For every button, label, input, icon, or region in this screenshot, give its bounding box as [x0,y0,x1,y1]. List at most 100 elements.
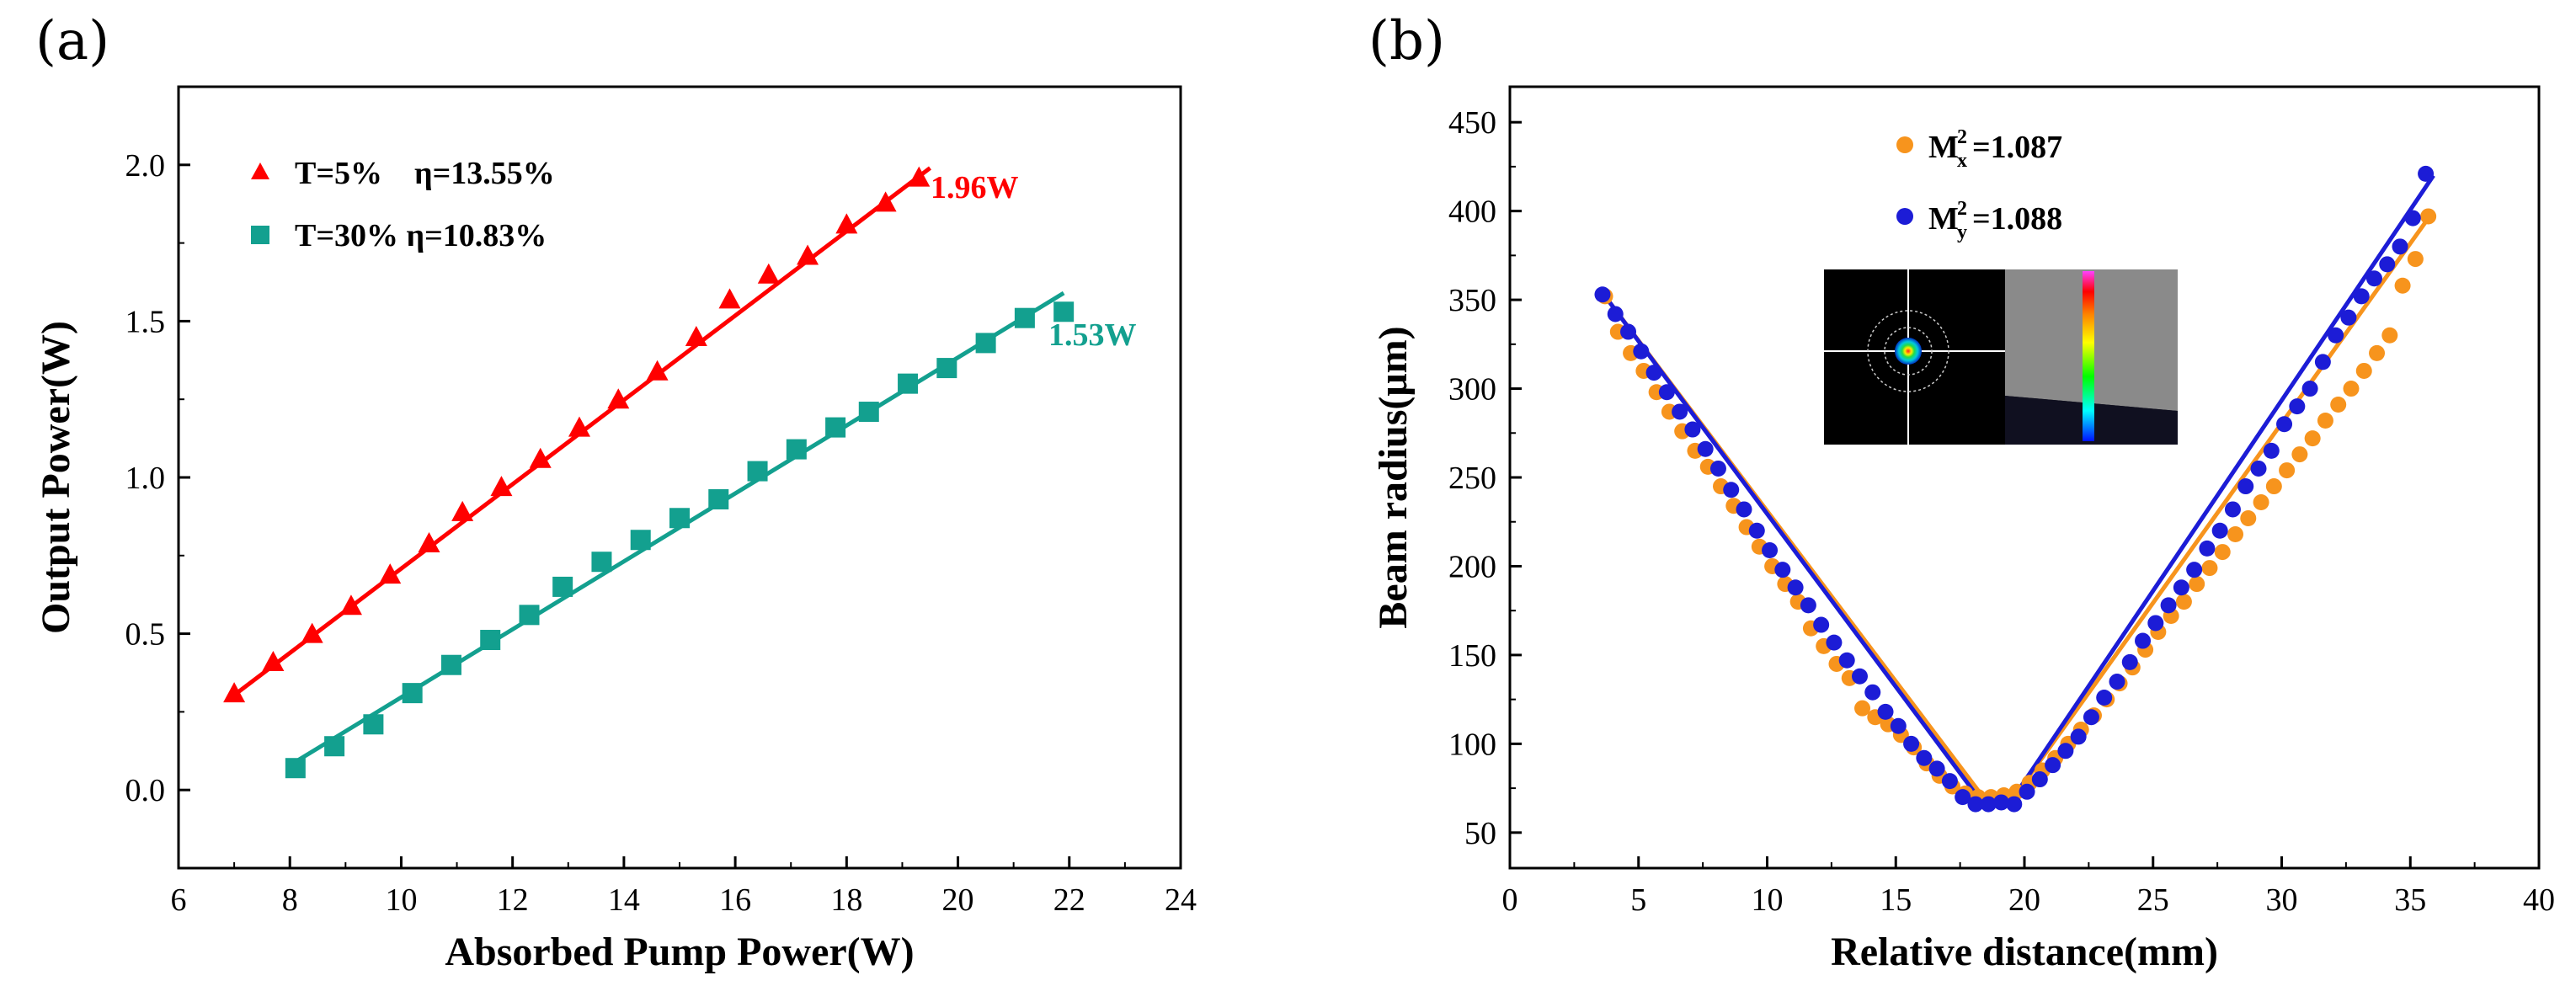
point-mx [1854,700,1871,717]
y-tick-label: 50 [1464,816,1496,851]
annotation-1-96w: 1.96W [931,170,1019,205]
point-t30 [858,402,879,423]
point-my [2045,757,2061,774]
legend-mx-value: =1.087 [1972,130,2062,165]
y-tick-label: 150 [1448,638,1496,674]
point-my [2096,690,2113,706]
point-my [1890,717,1907,734]
point-my [2109,674,2125,690]
legend-t30-label: T=30% η=10.83% [295,218,547,253]
legend-mx-marker [1896,136,1913,153]
point-my [2404,210,2421,227]
y-tick-label: 1.5 [125,304,166,339]
panel-b-label: (b) [1368,10,1445,72]
point-my [2365,270,2382,287]
y-tick-label: 250 [1448,461,1496,496]
panel-a-y-axis: 0.0 0.5 1.0 1.5 2.0 [125,148,190,808]
panel-a: (a) 6 8 10 12 14 16 18 20 22 24 0.0 0.5 1.0 1.5 2.0 T… [34,10,1197,974]
point-my [1697,440,1714,457]
legend-triangle-marker [251,163,269,179]
point-my [1800,597,1816,614]
panel-a-y-axis-title: Output Power(W) [34,321,78,634]
point-my [1787,579,1804,596]
point-my [2340,309,2357,326]
point-my [2135,632,2152,649]
point-t5 [718,288,741,309]
point-t5 [607,388,630,409]
x-tick-label: 16 [719,882,751,918]
point-t30 [285,758,306,779]
point-my [2160,597,2177,614]
panel-b-x-axis-title: Relative distance(mm) [1831,930,2218,974]
point-t30 [552,576,573,597]
point-my [1620,323,1637,340]
point-mx [2381,327,2398,344]
point-t5 [262,651,285,672]
point-t5 [568,416,590,437]
point-t5 [451,500,474,521]
point-my [1633,343,1650,360]
point-my [1826,634,1843,651]
point-mx [2253,494,2269,511]
point-t5 [223,682,246,703]
point-t30 [1014,307,1035,328]
legend-my-sub: y [1957,221,1967,243]
legend-t5-label: T=5% η=13.55% [295,156,555,191]
point-mx [2291,446,2308,463]
point-my [2186,562,2203,578]
legend-my-value: =1.088 [1972,201,2062,237]
y-tick-label: 200 [1448,549,1496,584]
point-my [1903,735,1920,752]
point-t30 [519,605,540,626]
point-mx [2304,430,2321,447]
legend-my-sup: 2 [1957,198,1967,220]
point-my [2173,579,2189,596]
point-my [2031,771,2048,788]
annotation-1-53w: 1.53W [1048,317,1137,353]
point-t30 [825,417,846,438]
point-my [1684,421,1701,438]
point-t30 [708,488,729,509]
point-mx [2240,510,2257,527]
point-t30 [936,358,957,379]
legend-mx-base: M [1928,130,1959,165]
point-mx [2227,525,2244,542]
point-my [2276,416,2293,433]
point-mx [2420,208,2437,225]
point-my [1928,760,1945,777]
legend-my-base: M [1928,201,1959,237]
point-t30 [747,461,768,482]
point-mx [2355,362,2372,379]
legend-mx-sub: x [1957,150,1967,172]
point-mx [2330,397,2347,413]
point-t5 [646,360,669,381]
panel-a-fit-lines [227,166,1065,764]
point-my [2418,165,2435,182]
point-mx [2265,478,2282,495]
panel-b-legend: M 2 x =1.087 M 2 y =1.088 [1896,126,2062,243]
point-t30 [480,630,501,651]
point-my [1967,796,1984,813]
point-mx [2317,413,2333,429]
point-my [1762,541,1779,558]
point-t30 [898,373,919,394]
point-my [2379,256,2396,273]
point-my [2289,398,2306,415]
point-my [1980,796,1997,813]
point-my [2353,288,2370,305]
point-my [2019,783,2035,800]
point-mx [2394,277,2411,294]
point-mx [2369,344,2386,361]
point-t5 [418,531,440,552]
legend-mx-sup: 2 [1957,126,1967,148]
point-my [1658,384,1675,401]
point-my [2121,653,2138,670]
y-tick-label: 100 [1448,727,1496,762]
legend-square-marker [251,226,269,244]
inset-3d-peak [2083,271,2094,441]
point-my [1748,522,1765,539]
x-tick-label: 24 [1165,882,1197,918]
x-tick-label: 6 [171,882,187,918]
point-my [2328,327,2344,344]
